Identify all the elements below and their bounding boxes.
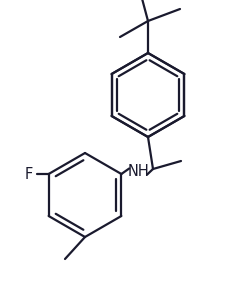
Text: NH: NH — [127, 164, 148, 179]
Text: F: F — [25, 166, 33, 181]
